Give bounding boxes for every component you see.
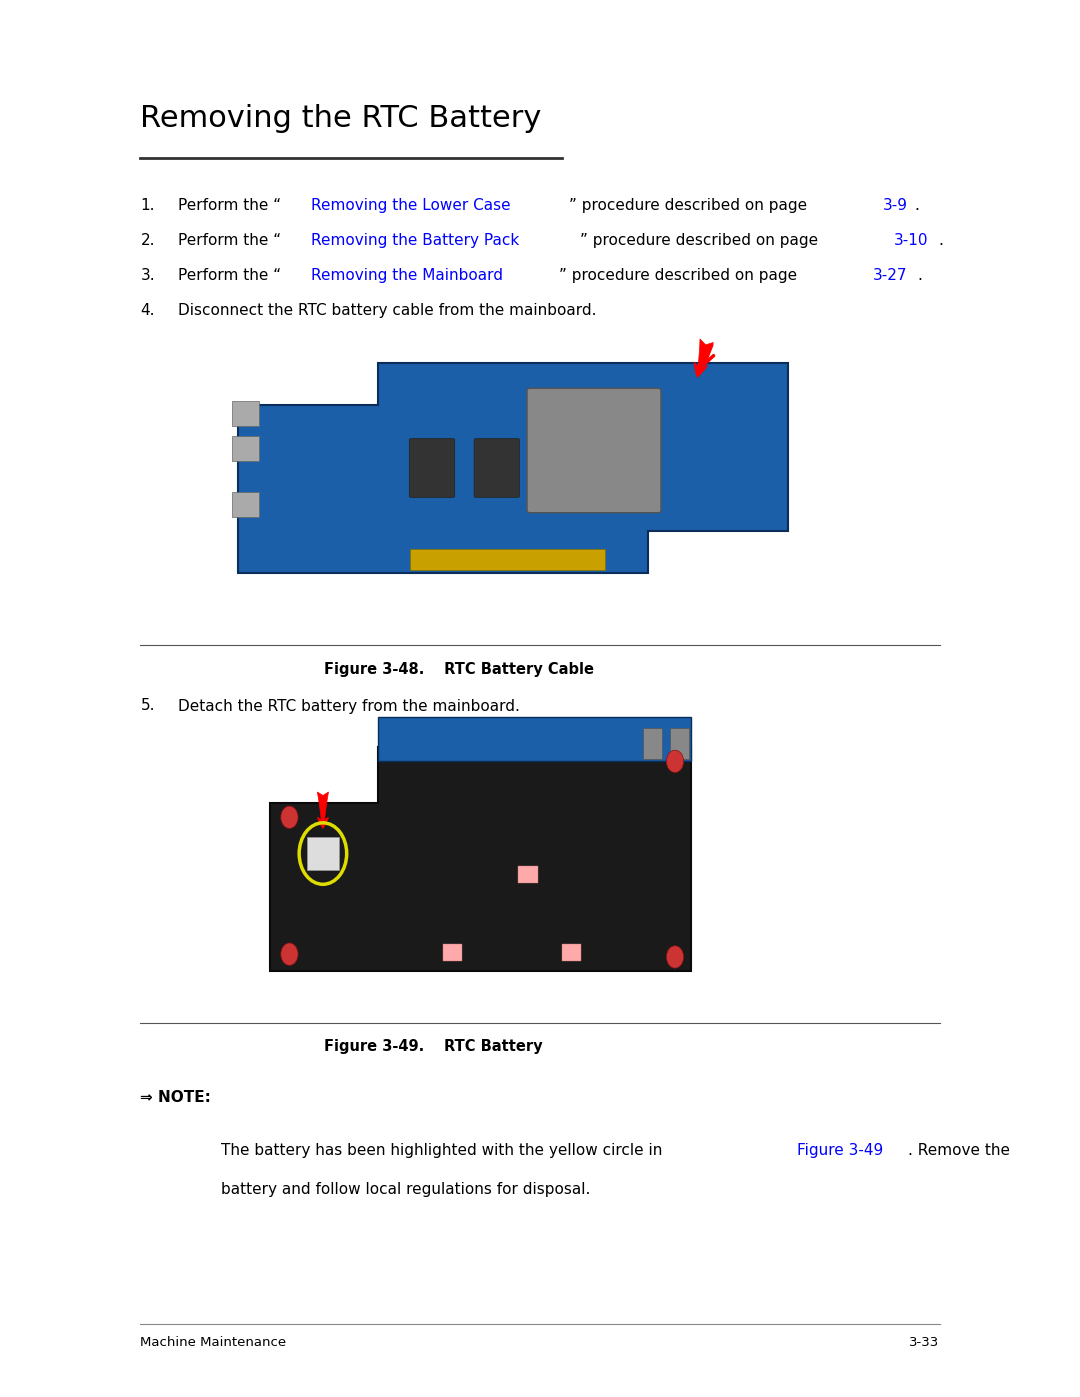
Text: Figure 3-48.  RTC Battery Cable: Figure 3-48. RTC Battery Cable bbox=[324, 662, 594, 678]
Circle shape bbox=[281, 943, 298, 965]
Text: Detach the RTC battery from the mainboard.: Detach the RTC battery from the mainboar… bbox=[178, 698, 521, 714]
Text: ” procedure described on page: ” procedure described on page bbox=[580, 233, 823, 249]
Text: 2.: 2. bbox=[140, 233, 154, 249]
Text: .: . bbox=[915, 198, 919, 214]
Polygon shape bbox=[378, 717, 691, 761]
Text: 3.: 3. bbox=[140, 268, 156, 284]
FancyBboxPatch shape bbox=[307, 837, 339, 870]
Text: ⇒ NOTE:: ⇒ NOTE: bbox=[140, 1090, 212, 1105]
FancyBboxPatch shape bbox=[670, 728, 689, 759]
FancyBboxPatch shape bbox=[232, 492, 259, 517]
Text: Removing the Lower Case: Removing the Lower Case bbox=[311, 198, 511, 214]
Text: 5.: 5. bbox=[140, 698, 154, 714]
Text: ” procedure described on page: ” procedure described on page bbox=[569, 198, 812, 214]
Text: 4.: 4. bbox=[140, 303, 154, 319]
Text: Perform the “: Perform the “ bbox=[178, 198, 281, 214]
FancyBboxPatch shape bbox=[232, 436, 259, 461]
Text: 1.: 1. bbox=[140, 198, 154, 214]
Text: Removing the Battery Pack: Removing the Battery Pack bbox=[311, 233, 519, 249]
Text: 3-27: 3-27 bbox=[873, 268, 907, 284]
Polygon shape bbox=[238, 363, 788, 573]
Circle shape bbox=[281, 806, 298, 828]
Circle shape bbox=[666, 750, 684, 773]
FancyBboxPatch shape bbox=[643, 728, 662, 759]
FancyBboxPatch shape bbox=[410, 549, 605, 570]
Text: Figure 3-49: Figure 3-49 bbox=[797, 1143, 883, 1158]
FancyBboxPatch shape bbox=[562, 944, 581, 961]
Text: Disconnect the RTC battery cable from the mainboard.: Disconnect the RTC battery cable from th… bbox=[178, 303, 597, 319]
Text: Removing the Mainboard: Removing the Mainboard bbox=[311, 268, 503, 284]
Text: 3-10: 3-10 bbox=[893, 233, 928, 249]
Text: .: . bbox=[939, 233, 943, 249]
FancyBboxPatch shape bbox=[409, 439, 455, 497]
Text: The battery has been highlighted with the yellow circle in: The battery has been highlighted with th… bbox=[221, 1143, 667, 1158]
Text: 3-33: 3-33 bbox=[909, 1336, 940, 1348]
Text: Perform the “: Perform the “ bbox=[178, 233, 281, 249]
Text: Removing the RTC Battery: Removing the RTC Battery bbox=[140, 103, 542, 133]
Text: 3-9: 3-9 bbox=[882, 198, 907, 214]
Text: Figure 3-49.  RTC Battery: Figure 3-49. RTC Battery bbox=[324, 1039, 542, 1055]
Text: Perform the “: Perform the “ bbox=[178, 268, 281, 284]
FancyBboxPatch shape bbox=[527, 388, 661, 513]
Text: battery and follow local regulations for disposal.: battery and follow local regulations for… bbox=[221, 1182, 591, 1197]
Text: .: . bbox=[917, 268, 922, 284]
Circle shape bbox=[666, 946, 684, 968]
Polygon shape bbox=[270, 747, 691, 971]
FancyBboxPatch shape bbox=[474, 439, 519, 497]
Text: . Remove the: . Remove the bbox=[908, 1143, 1011, 1158]
FancyBboxPatch shape bbox=[518, 866, 538, 883]
FancyBboxPatch shape bbox=[443, 944, 462, 961]
Text: Machine Maintenance: Machine Maintenance bbox=[140, 1336, 286, 1348]
FancyBboxPatch shape bbox=[232, 401, 259, 426]
Text: ” procedure described on page: ” procedure described on page bbox=[559, 268, 802, 284]
